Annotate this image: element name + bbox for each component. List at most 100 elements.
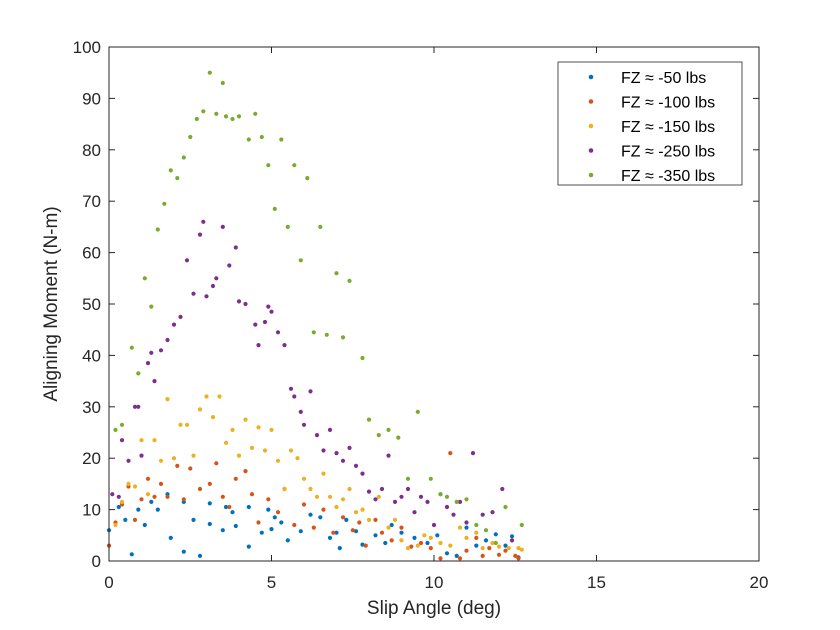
data-point-series-2-22 xyxy=(256,425,261,430)
data-point-series-4-38 xyxy=(376,433,381,438)
y-tick-label: 100 xyxy=(73,38,101,57)
data-point-series-1-34 xyxy=(373,517,378,523)
data-point-series-1-35 xyxy=(379,530,385,535)
legend-label-1: FZ ≈ -100 lbs xyxy=(621,95,715,112)
legend-marker-1 xyxy=(588,99,594,104)
data-point-series-2-1 xyxy=(119,499,125,504)
data-point-series-0-32 xyxy=(334,530,339,535)
data-point-series-3-65 xyxy=(500,486,505,492)
data-point-series-1-46 xyxy=(480,553,485,559)
data-point-series-0-49 xyxy=(493,532,498,537)
data-point-series-4-28 xyxy=(298,258,303,263)
data-point-series-3-11 xyxy=(165,337,170,343)
data-point-series-0-1 xyxy=(116,504,121,510)
data-point-series-1-10 xyxy=(175,463,180,468)
data-point-series-2-33 xyxy=(327,494,333,499)
data-point-series-1-19 xyxy=(243,469,248,474)
data-point-series-3-14 xyxy=(184,258,190,263)
data-point-series-2-49 xyxy=(448,543,453,548)
data-point-series-1-40 xyxy=(428,546,433,551)
data-point-series-0-25 xyxy=(272,515,277,520)
data-point-series-3-31 xyxy=(275,330,281,335)
data-point-series-0-14 xyxy=(207,501,212,506)
data-point-series-3-28 xyxy=(262,319,268,325)
data-point-series-4-5 xyxy=(149,304,154,309)
data-point-series-3-18 xyxy=(204,294,209,299)
data-point-series-1-32 xyxy=(357,520,362,525)
data-point-series-4-4 xyxy=(142,276,147,281)
data-point-series-2-30 xyxy=(308,486,313,492)
data-point-series-0-19 xyxy=(233,523,238,529)
data-point-series-3-55 xyxy=(425,499,430,504)
data-point-series-3-45 xyxy=(360,471,365,476)
data-point-series-3-29 xyxy=(266,304,271,309)
data-point-series-2-45 xyxy=(415,543,420,548)
data-point-series-4-0 xyxy=(113,427,118,432)
data-point-series-3-34 xyxy=(292,394,297,399)
data-point-series-0-50 xyxy=(503,543,508,548)
data-point-series-3-25 xyxy=(243,301,248,307)
data-point-series-3-27 xyxy=(256,343,261,348)
data-point-series-4-22 xyxy=(259,134,264,140)
data-point-series-1-48 xyxy=(496,552,502,557)
data-point-series-2-5 xyxy=(145,492,151,497)
data-point-series-4-23 xyxy=(266,163,271,168)
data-point-series-2-2 xyxy=(126,481,131,486)
data-point-series-2-42 xyxy=(392,517,398,523)
data-point-series-2-40 xyxy=(376,494,381,499)
data-point-series-3-22 xyxy=(227,263,232,268)
data-point-series-3-16 xyxy=(197,232,203,237)
data-point-series-2-3 xyxy=(132,484,138,489)
data-point-series-0-12 xyxy=(191,517,196,523)
data-point-series-4-40 xyxy=(396,435,401,440)
data-point-series-4-45 xyxy=(444,494,450,499)
data-point-series-0-37 xyxy=(373,533,378,538)
data-point-series-1-7 xyxy=(152,494,157,499)
data-point-series-2-28 xyxy=(295,456,300,461)
data-point-series-3-43 xyxy=(347,445,352,450)
y-tick-label: 30 xyxy=(82,398,101,417)
data-point-series-3-40 xyxy=(327,427,333,432)
data-point-series-4-9 xyxy=(175,176,180,181)
data-point-series-4-13 xyxy=(201,109,206,114)
data-point-series-2-15 xyxy=(210,415,216,420)
data-point-series-2-56 xyxy=(506,546,511,551)
data-point-series-1-29 xyxy=(331,530,336,535)
data-point-series-4-42 xyxy=(415,409,420,414)
data-point-series-4-17 xyxy=(223,114,229,119)
x-tick-label: 10 xyxy=(425,573,444,592)
data-point-series-1-8 xyxy=(158,481,164,486)
data-point-series-2-46 xyxy=(422,533,427,538)
data-point-series-4-49 xyxy=(483,528,489,533)
data-point-series-3-8 xyxy=(149,350,154,355)
data-point-series-1-14 xyxy=(207,481,212,486)
data-point-series-0-35 xyxy=(353,529,359,534)
data-point-series-2-58 xyxy=(519,547,524,552)
data-point-series-3-5 xyxy=(136,404,141,409)
data-point-series-2-31 xyxy=(314,494,320,499)
data-point-series-4-44 xyxy=(438,492,443,497)
data-point-series-3-6 xyxy=(139,453,144,458)
data-point-series-2-17 xyxy=(223,440,229,445)
data-point-series-2-39 xyxy=(366,517,372,523)
data-point-series-4-16 xyxy=(220,80,225,86)
data-point-series-3-4 xyxy=(132,404,138,409)
data-point-series-3-52 xyxy=(405,486,411,492)
data-point-series-1-21 xyxy=(256,520,261,525)
data-point-series-4-35 xyxy=(347,278,352,283)
data-point-series-4-46 xyxy=(454,499,459,504)
data-point-series-1-44 xyxy=(464,548,469,553)
data-point-series-2-18 xyxy=(230,427,235,432)
data-point-series-0-11 xyxy=(181,549,186,554)
data-point-series-2-54 xyxy=(490,540,495,546)
data-point-series-4-33 xyxy=(334,271,339,276)
data-point-series-2-19 xyxy=(236,453,242,458)
y-tick-label: 10 xyxy=(82,501,101,520)
data-point-series-1-13 xyxy=(197,486,203,492)
data-point-series-1-9 xyxy=(165,494,170,499)
data-point-series-4-51 xyxy=(503,504,508,510)
data-point-series-1-43 xyxy=(457,556,463,561)
data-point-series-3-46 xyxy=(366,489,372,494)
data-point-series-0-2 xyxy=(123,517,128,523)
